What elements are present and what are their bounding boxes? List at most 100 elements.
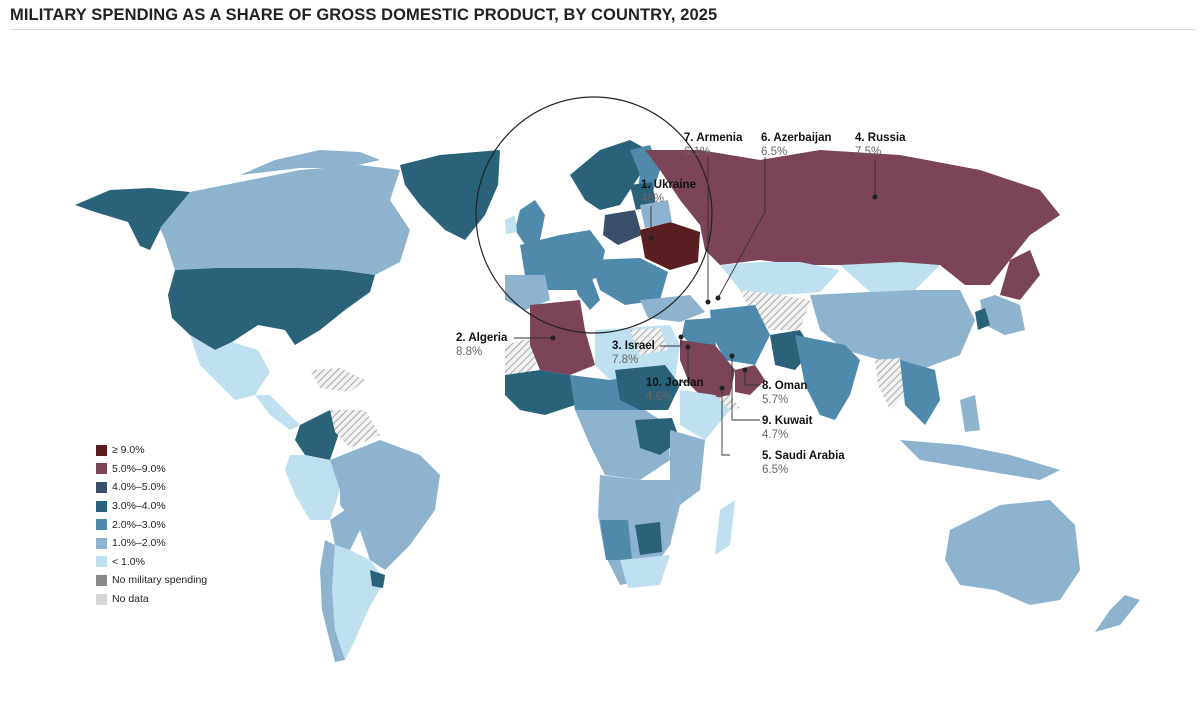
region-new-zealand xyxy=(1095,595,1140,632)
callout-oman: 8. Oman 5.7% xyxy=(762,379,807,407)
callout-value: 6.5% xyxy=(762,464,789,476)
leader-line-jordan xyxy=(680,348,689,383)
legend-label: ≥ 9.0% xyxy=(112,444,145,457)
callout-saudi-arabia: 5. Saudi Arabia 6.5% xyxy=(762,449,845,477)
marker-saudi xyxy=(719,385,725,391)
region-chile xyxy=(320,540,345,662)
region-horn-africa xyxy=(680,390,730,440)
leader-line-kuwait xyxy=(731,358,760,421)
region-kazakhstan xyxy=(720,262,840,295)
legend-label: No data xyxy=(112,593,149,606)
legend-label: No military spending xyxy=(112,574,208,587)
region-colombia xyxy=(295,410,340,460)
callout-value: 6.5% xyxy=(761,146,788,158)
region-south-africa xyxy=(620,555,670,588)
marker-oman xyxy=(742,367,748,373)
region-poland xyxy=(603,210,642,245)
marker-russia xyxy=(872,194,878,200)
callout-name: 8. Oman xyxy=(762,380,808,392)
map-legend: ≥ 9.0% 5.0%–9.0% 4.0%–5.0% 3.0%–4.0% 2.0… xyxy=(96,441,207,608)
region-balkans xyxy=(590,258,668,305)
legend-swatch xyxy=(96,444,107,456)
region-korea-japan xyxy=(980,295,1025,335)
legend-item: 1.0%–2.0% xyxy=(96,534,207,553)
callout-name: 3. Israel xyxy=(612,340,655,352)
legend-label: 3.0%–4.0% xyxy=(112,500,166,513)
callout-russia: 4. Russia 7.5% xyxy=(855,131,906,159)
legend-swatch xyxy=(96,537,107,549)
region-brazil xyxy=(330,440,440,570)
region-uk xyxy=(515,200,545,245)
callout-azerbaijan: 6. Azerbaijan 6.5% xyxy=(761,131,832,159)
region-morocco-hatch xyxy=(505,338,538,385)
region-norway-sweden xyxy=(570,140,648,210)
region-gulf-states xyxy=(735,365,765,395)
legend-item: No data xyxy=(96,590,207,609)
region-russia xyxy=(645,150,1060,285)
legend-item: 5.0%–9.0% xyxy=(96,460,207,479)
legend-label: 2.0%–3.0% xyxy=(112,518,166,531)
leader-line-saudi xyxy=(721,390,730,456)
callout-value: 7.5% xyxy=(855,146,882,158)
callout-name: 5. Saudi Arabia xyxy=(762,450,845,462)
marker-jordan xyxy=(685,344,691,350)
callout-name: 2. Algeria xyxy=(456,332,508,344)
region-belarus xyxy=(640,200,672,228)
legend-item: No military spending xyxy=(96,571,207,590)
callout-name: 4. Russia xyxy=(855,132,906,144)
europe-highlight-circle xyxy=(475,96,713,334)
leader-line-azerbaijan xyxy=(717,157,766,299)
region-australia xyxy=(945,500,1080,605)
callout-name: 9. Kuwait xyxy=(762,415,813,427)
callout-value: 4.7% xyxy=(762,429,789,441)
region-ecuador-peru xyxy=(285,455,340,520)
region-iran xyxy=(710,305,770,365)
region-india xyxy=(795,335,860,420)
region-canada xyxy=(160,165,410,275)
callout-value: 5.7% xyxy=(762,394,789,406)
region-korea-south xyxy=(975,308,990,330)
legend-label: 4.0%–5.0% xyxy=(112,481,166,494)
marker-ukraine xyxy=(648,235,654,241)
callout-armenia: 7. Armenia 6.1% xyxy=(684,131,742,159)
legend-swatch xyxy=(96,500,107,512)
legend-item: 3.0%–4.0% xyxy=(96,497,207,516)
region-baltics xyxy=(630,182,656,210)
region-sudan xyxy=(615,365,680,410)
region-greenland xyxy=(400,150,500,240)
region-canadian-arctic xyxy=(240,150,380,175)
legend-swatch xyxy=(96,519,107,531)
legend-swatch xyxy=(96,463,107,475)
region-angola-namibia xyxy=(600,520,632,560)
legend-swatch xyxy=(96,593,107,605)
region-alaska xyxy=(75,188,190,250)
region-indonesia xyxy=(900,440,1060,480)
region-myanmar-hatch xyxy=(875,358,905,410)
legend-item: 4.0%–5.0% xyxy=(96,478,207,497)
callout-name: 6. Azerbaijan xyxy=(761,132,832,144)
region-uruguay xyxy=(370,570,385,588)
region-algeria xyxy=(530,300,595,375)
region-caribbean-hatch xyxy=(310,368,365,392)
region-turkey xyxy=(640,295,705,322)
callout-value: 7.8% xyxy=(612,354,639,366)
region-west-africa xyxy=(505,370,575,415)
region-venezuela-hatch xyxy=(330,410,380,448)
legend-label: 1.0%–2.0% xyxy=(112,537,166,550)
legend-swatch xyxy=(96,556,107,568)
region-egypt-hatch xyxy=(630,328,668,355)
region-ukraine xyxy=(640,222,700,270)
region-saudi-arabia xyxy=(680,340,735,400)
legend-item: 2.0%–3.0% xyxy=(96,515,207,534)
callout-israel: 3. Israel 7.8% xyxy=(612,339,655,367)
marker-armenia xyxy=(705,299,711,305)
callout-value: 4.6% xyxy=(646,391,673,403)
region-southeast-asia xyxy=(900,360,940,425)
callout-algeria: 2. Algeria 8.8% xyxy=(456,331,507,359)
leader-line-oman xyxy=(744,372,760,386)
region-usa xyxy=(168,268,375,350)
region-botswana-zimbabwe xyxy=(635,522,662,555)
callout-value: 8.8% xyxy=(456,346,483,358)
region-philippines xyxy=(960,395,980,432)
